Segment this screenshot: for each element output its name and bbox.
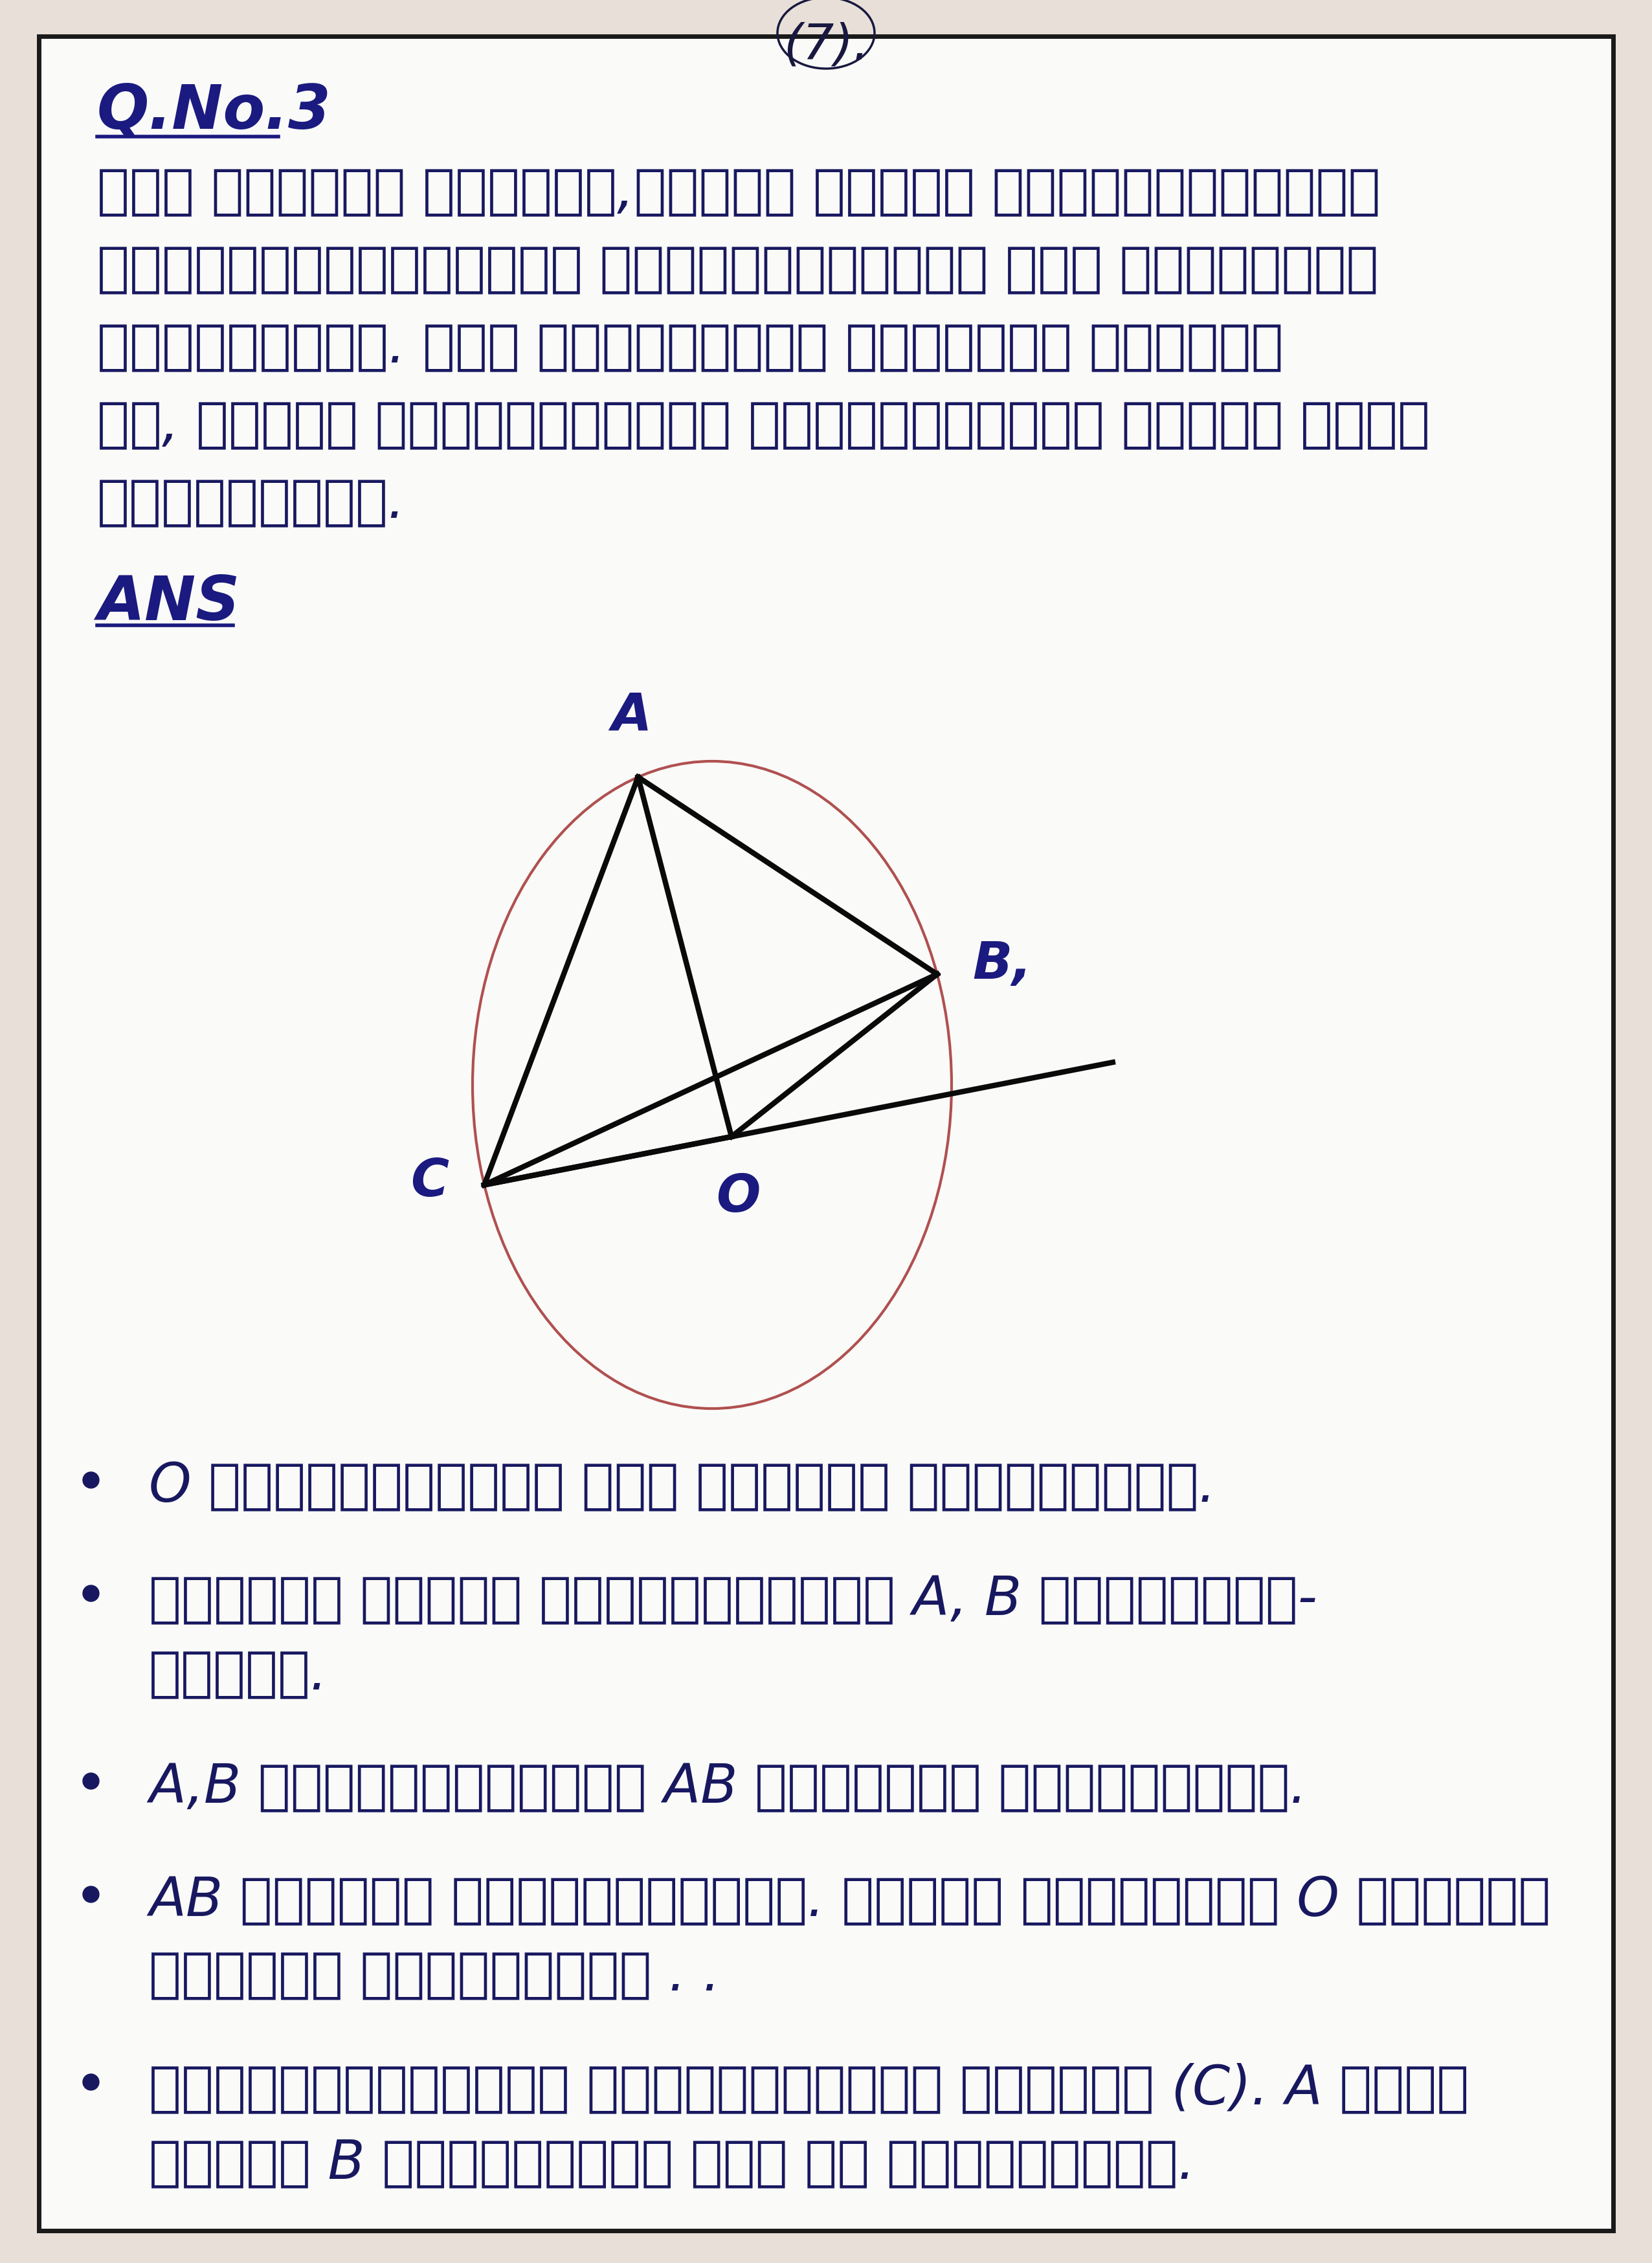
Text: C: C: [410, 1156, 449, 1206]
Text: വരയ്ക്കുക.: വരയ്ക്കുക.: [97, 477, 405, 530]
Text: AB യ്ക്ക് സമാന്തരമായി. വൃത്ത കേന്ദ്രം O യിലൂടെ: AB യ്ക്ക് സമാന്തരമായി. വൃത്ത കേന്ദ്രം O …: [149, 1874, 1551, 1928]
Text: A: A: [611, 690, 653, 742]
Text: (7).: (7).: [783, 23, 869, 70]
Text: ഒരു വൃത്തം വരയ്ക്,അതിലെ രണ്ട് ബിന്ദുക്കളും: ഒരു വൃത്തം വരയ്ക്,അതിലെ രണ്ട് ബിന്ദുക്കള…: [97, 165, 1381, 217]
Text: B,: B,: [973, 939, 1032, 989]
Text: O കേന്ദ്രമായി ഒരു വൃത്തം വരയ്ക്കുക.: O കേന്ദ്രമായി ഒരു വൃത്തം വരയ്ക്കുക.: [149, 1460, 1216, 1512]
Text: ANS: ANS: [97, 573, 240, 634]
Text: ണ്ടുക.: ണ്ടുക.: [149, 1647, 327, 1700]
Text: വ്യാസം വരയ്ക്കുക . .: വ്യാസം വരയ്ക്കുക . .: [149, 1948, 720, 2000]
Text: Q.No.3: Q.No.3: [97, 81, 332, 140]
Text: വരയ്ക്കുക. ഇതേ പരപ്പുള്ള മറ്റൊര് ത്രികോ: വരയ്ക്കുക. ഇതേ പരപ്പുള്ള മറ്റൊര് ത്രികോ: [97, 321, 1284, 373]
Text: വൃത്തം ണ്ടും ബിന്ദുക്കള്‍ A, B അടയാളപ്പ-: വൃത്തം ണ്ടും ബിന്ദുക്കള്‍ A, B അടയാളപ്പ-: [149, 1573, 1317, 1627]
Text: O: O: [715, 1172, 760, 1222]
Text: A,B യോജിപ്പിച്ച് AB കർണ്ണവര വരയ്ക്കുക.: A,B യോജിപ്പിച്ച് AB കർണ്ണവര വരയ്ക്കുക.: [149, 1761, 1307, 1813]
Text: ണം, ഏല്ലാ ശീര്ഷങ്ങളും വൃത്തത്തില് തന്നെ യായി: ണം, ഏല്ലാ ശീര്ഷങ്ങളും വൃത്തത്തില് തന്നെ …: [97, 398, 1431, 450]
Text: വ്യാസത്തിന്റെ ഒരറ്റത്തില് നിന്ന് (C). A യിലേ: വ്യാസത്തിന്റെ ഒരറ്റത്തില് നിന്ന് (C). A …: [149, 2062, 1469, 2114]
Text: ക്കും B യിലേക്കും ഓരോ വര വരയ്ക്കുക.: ക്കും B യിലേക്കും ഓരോ വര വരയ്ക്കുക.: [149, 2136, 1194, 2188]
Text: വൃത്തകേന്ദ്രവും ശീര്ഷങ്ങളായി ഒരു ത്രികോണം: വൃത്തകേന്ദ്രവും ശീര്ഷങ്ങളായി ഒരു ത്രികോണ…: [97, 244, 1378, 296]
